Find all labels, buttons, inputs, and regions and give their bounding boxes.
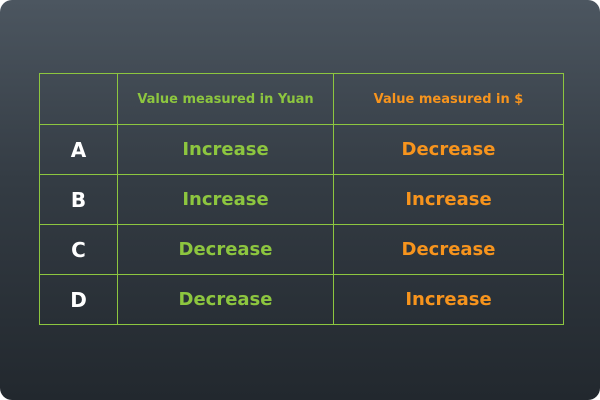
header-yuan: Value measured in Yuan <box>117 73 334 125</box>
table-row-a: A Increase Decrease <box>39 124 564 175</box>
table-row-c: C Decrease Decrease <box>39 224 564 275</box>
table-header-row: Value measured in Yuan Value measured in… <box>39 73 564 125</box>
table-row-b: B Increase Increase <box>39 174 564 225</box>
yuan-value: Increase <box>117 124 334 175</box>
usd-value: Increase <box>333 274 564 325</box>
header-usd: Value measured in $ <box>333 73 564 125</box>
row-label: C <box>39 224 118 275</box>
table-row-d: D Decrease Increase <box>39 274 564 325</box>
row-label: B <box>39 174 118 225</box>
usd-value: Decrease <box>333 124 564 175</box>
usd-value: Increase <box>333 174 564 225</box>
row-label: D <box>39 274 118 325</box>
yuan-value: Decrease <box>117 224 334 275</box>
corner-cell <box>39 73 118 125</box>
yuan-value: Decrease <box>117 274 334 325</box>
usd-value: Decrease <box>333 224 564 275</box>
options-table: Value measured in Yuan Value measured in… <box>39 73 564 325</box>
yuan-value: Increase <box>117 174 334 225</box>
row-label: A <box>39 124 118 175</box>
